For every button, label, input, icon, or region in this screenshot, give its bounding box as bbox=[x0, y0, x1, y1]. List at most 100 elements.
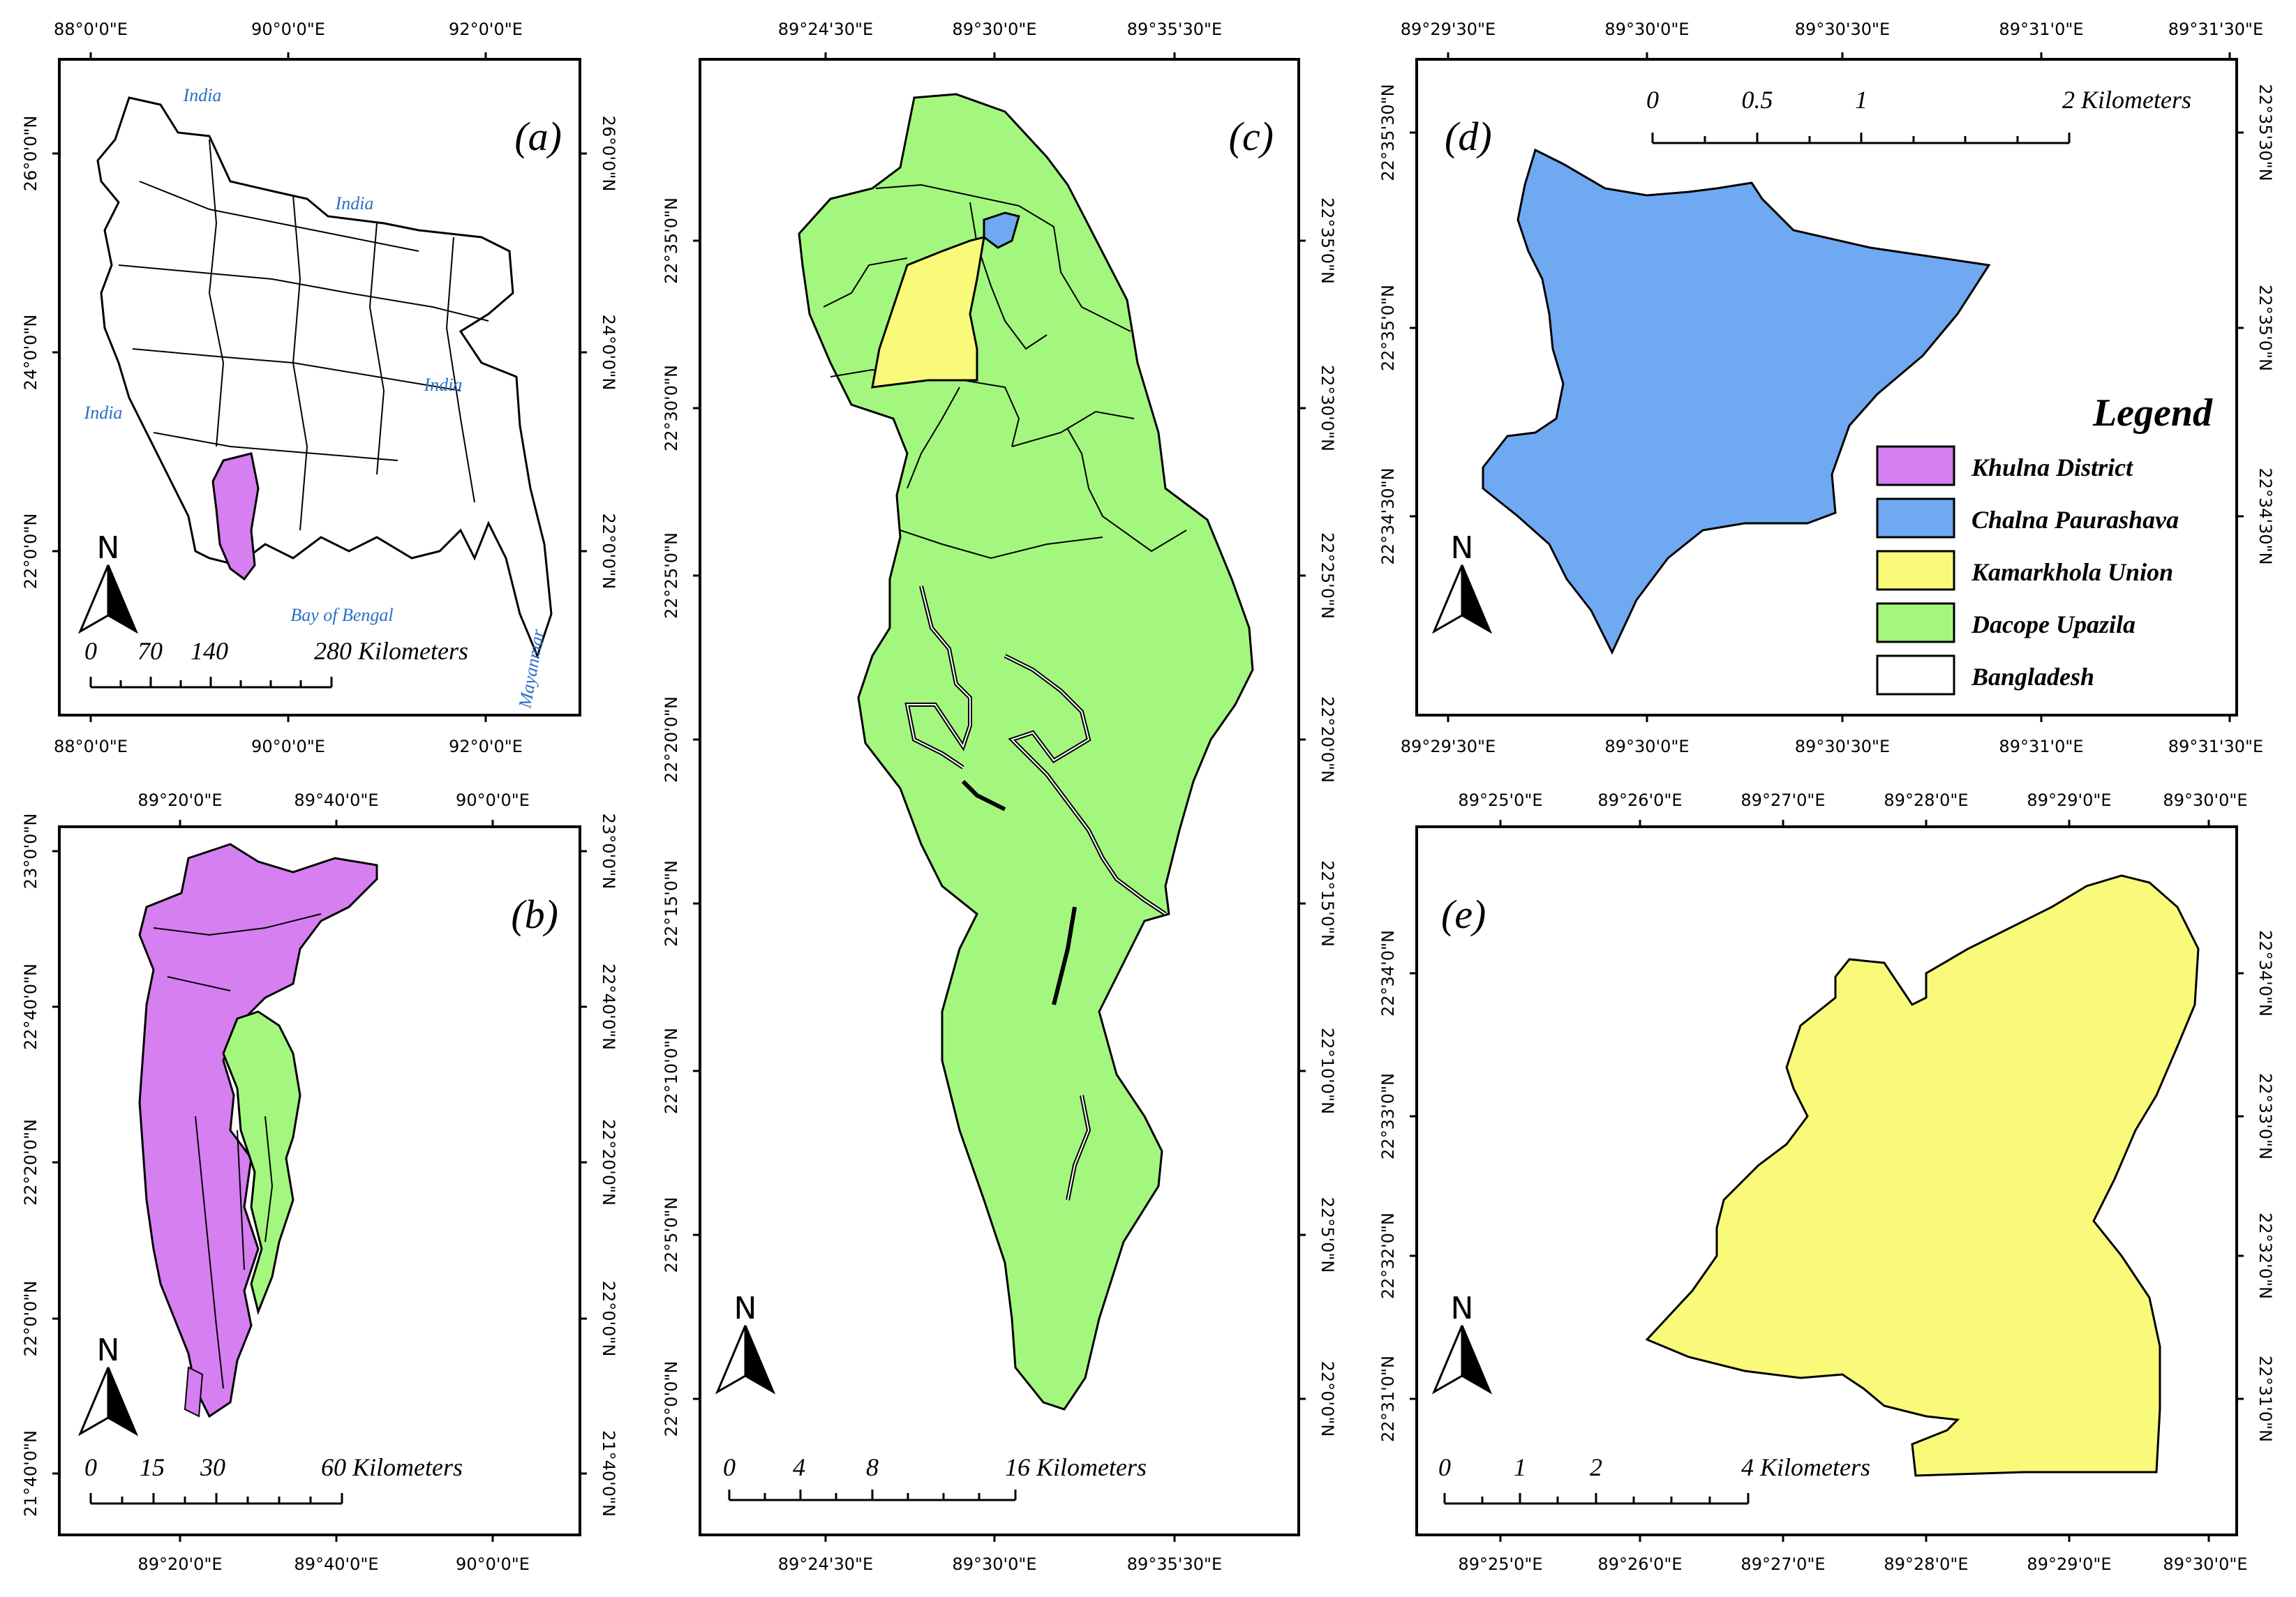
panel-e-label: (e) bbox=[1441, 892, 1486, 937]
lon-label: 89°30'0"E bbox=[1604, 20, 1689, 39]
lon-label: 89°26'0"E bbox=[1597, 790, 1682, 810]
map-legend: Legend Khulna District Chalna Paurashava… bbox=[1876, 391, 2213, 696]
lon-label: 89°35'30"E bbox=[1127, 20, 1222, 39]
chalna-paurashava-map bbox=[983, 211, 1020, 249]
lon-label: 89°30'0"E bbox=[1604, 737, 1689, 756]
svg-text:16 Kilometers: 16 Kilometers bbox=[1005, 1453, 1147, 1481]
khulna-district-map bbox=[138, 843, 378, 1418]
lat-label: 22°40'0"N bbox=[599, 964, 618, 1050]
lat-label: 24°0'0"N bbox=[21, 315, 40, 391]
lon-label: 89°29'30"E bbox=[1401, 20, 1496, 39]
place-label: India bbox=[84, 403, 123, 423]
panel-e: 89°25'0"E 89°26'0"E 89°27'0"E 89°28'0"E … bbox=[1378, 790, 2275, 1574]
lon-label: 90°0'0"E bbox=[251, 737, 325, 756]
lat-label: 22°0'0"N bbox=[599, 513, 618, 590]
union-boundaries bbox=[823, 183, 1187, 560]
panel-d-label: (d) bbox=[1445, 114, 1492, 159]
lat-label: 22°25'0"N bbox=[662, 532, 681, 619]
lat-label: 22°20'0"N bbox=[21, 1119, 40, 1206]
svg-text:140: 140 bbox=[191, 637, 228, 665]
panel-d-top-lon: 89°29'30"E 89°30'0"E 89°30'30"E 89°31'0"… bbox=[1401, 20, 2263, 59]
lon-label: 90°0'0"E bbox=[456, 1554, 530, 1574]
bangladesh-map bbox=[96, 96, 553, 659]
svg-text:2: 2 bbox=[1590, 1453, 1602, 1481]
khulna-district-shape bbox=[211, 452, 260, 581]
lon-label: 89°27'0"E bbox=[1740, 790, 1825, 810]
lat-label: 22°32'0"N bbox=[2256, 1213, 2275, 1299]
lat-label: 22°0'0"N bbox=[1318, 1361, 1337, 1437]
lat-label: 23°0'0"N bbox=[599, 814, 618, 890]
legend-item: Khulna District bbox=[1876, 445, 2133, 486]
place-label: Bay of Bengal bbox=[290, 605, 393, 625]
legend-swatch bbox=[1876, 445, 1955, 486]
lat-label: 22°15'0"N bbox=[1318, 860, 1337, 947]
lon-label: 89°30'0"E bbox=[2163, 790, 2247, 810]
place-label: India bbox=[424, 375, 463, 395]
svg-text:N: N bbox=[734, 1291, 757, 1326]
lon-label: 88°0'0"E bbox=[54, 20, 128, 39]
lat-label: 22°10'0"N bbox=[662, 1028, 681, 1114]
panel-c-left-lat: 22°35'0"N 22°30'0"N 22°25'0"N 22°20'0"N … bbox=[662, 197, 700, 1437]
lat-label: 22°5'0"N bbox=[1318, 1197, 1337, 1273]
svg-text:70: 70 bbox=[137, 637, 163, 665]
lon-label: 89°28'0"E bbox=[1884, 1554, 1968, 1574]
lat-label: 22°35'30"N bbox=[2256, 84, 2275, 181]
lat-label: 22°31'0"N bbox=[1378, 1356, 1398, 1442]
lat-label: 22°15'0"N bbox=[662, 860, 681, 947]
lat-label: 22°0'0"N bbox=[21, 1281, 40, 1357]
lon-label: 89°40'0"E bbox=[294, 790, 378, 810]
panel-a-top-lon: 88°0'0"E 90°0'0"E 92°0'0"E bbox=[54, 20, 523, 59]
lon-label: 89°28'0"E bbox=[1884, 790, 1968, 810]
lat-label: 22°33'0"N bbox=[1378, 1073, 1398, 1160]
lat-label: 22°10'0"N bbox=[1318, 1028, 1337, 1114]
lat-label: 22°35'30"N bbox=[1378, 84, 1398, 181]
panel-b: 89°20'0"E 89°40'0"E 90°0'0"E 89°20'0"E 8… bbox=[21, 790, 618, 1574]
panel-e-top-lon: 89°25'0"E 89°26'0"E 89°27'0"E 89°28'0"E … bbox=[1458, 790, 2248, 827]
lon-label: 92°0'0"E bbox=[449, 20, 523, 39]
lat-label: 22°32'0"N bbox=[1378, 1213, 1398, 1299]
kamarkhola-union-map bbox=[1645, 874, 2200, 1477]
svg-text:15: 15 bbox=[140, 1453, 165, 1481]
panel-a-right-lat: 26°0'0"N 24°0'0"N 22°0'0"N bbox=[580, 116, 618, 590]
lat-label: 22°5'0"N bbox=[662, 1197, 681, 1273]
legend-swatch bbox=[1876, 497, 1955, 539]
panel-c-right-lat: 22°35'0"N 22°30'0"N 22°25'0"N 22°20'0"N … bbox=[1299, 197, 1337, 1437]
panel-a: 88°0'0"E 90°0'0"E 92°0'0"E 88°0'0"E 90°0… bbox=[21, 20, 618, 756]
place-label: India bbox=[183, 85, 222, 105]
svg-text:1: 1 bbox=[1514, 1453, 1526, 1481]
legend-item: Bangladesh bbox=[1876, 654, 2094, 696]
svg-text:0: 0 bbox=[1646, 86, 1659, 114]
lat-label: 22°20'0"N bbox=[662, 696, 681, 783]
svg-text:0: 0 bbox=[723, 1453, 736, 1481]
lon-label: 89°29'30"E bbox=[1401, 737, 1496, 756]
legend-title: Legend bbox=[2092, 391, 2213, 435]
lat-label: 22°35'0"N bbox=[1318, 197, 1337, 284]
scale-bar-c: 0 4 8 16 Kilometers bbox=[723, 1453, 1147, 1501]
panel-e-bottom-lon: 89°25'0"E 89°26'0"E 89°27'0"E 89°28'0"E … bbox=[1458, 1535, 2248, 1574]
panel-b-left-lat: 23°0'0"N 22°40'0"N 22°20'0"N 22°0'0"N 21… bbox=[21, 814, 59, 1517]
svg-text:0.5: 0.5 bbox=[1742, 86, 1773, 114]
panel-a-label: (a) bbox=[514, 114, 562, 159]
legend-swatch bbox=[1876, 602, 1955, 643]
lon-label: 89°24'30"E bbox=[778, 1554, 873, 1574]
panel-c-label: (c) bbox=[1229, 114, 1274, 159]
lon-label: 89°26'0"E bbox=[1597, 1554, 1682, 1574]
legend-swatch bbox=[1876, 550, 1955, 591]
lon-label: 89°31'30"E bbox=[2168, 737, 2263, 756]
place-label: India bbox=[335, 193, 374, 213]
scale-bar-b: 0 15 30 60 Kilometers bbox=[84, 1453, 463, 1505]
lon-label: 89°25'0"E bbox=[1458, 1554, 1542, 1574]
lat-label: 22°25'0"N bbox=[1318, 532, 1337, 619]
lat-label: 21°40'0"N bbox=[21, 1430, 40, 1517]
legend-item: Kamarkhola Union bbox=[1876, 550, 2173, 591]
lon-label: 89°30'0"E bbox=[952, 1554, 1036, 1574]
dacope-upazila-map bbox=[222, 1010, 301, 1315]
panel-c-top-lon: 89°24'30"E 89°30'0"E 89°35'30"E bbox=[778, 20, 1222, 59]
scale-bar-a: 0 70 140 280 Kilometers bbox=[84, 637, 468, 689]
panel-b-right-lat: 23°0'0"N 22°40'0"N 22°20'0"N 22°0'0"N 21… bbox=[580, 814, 618, 1517]
lat-label: 22°30'0"N bbox=[1318, 365, 1337, 451]
svg-text:1: 1 bbox=[1855, 86, 1868, 114]
lat-label: 22°20'0"N bbox=[1318, 696, 1337, 783]
lat-label: 21°40'0"N bbox=[599, 1430, 618, 1517]
